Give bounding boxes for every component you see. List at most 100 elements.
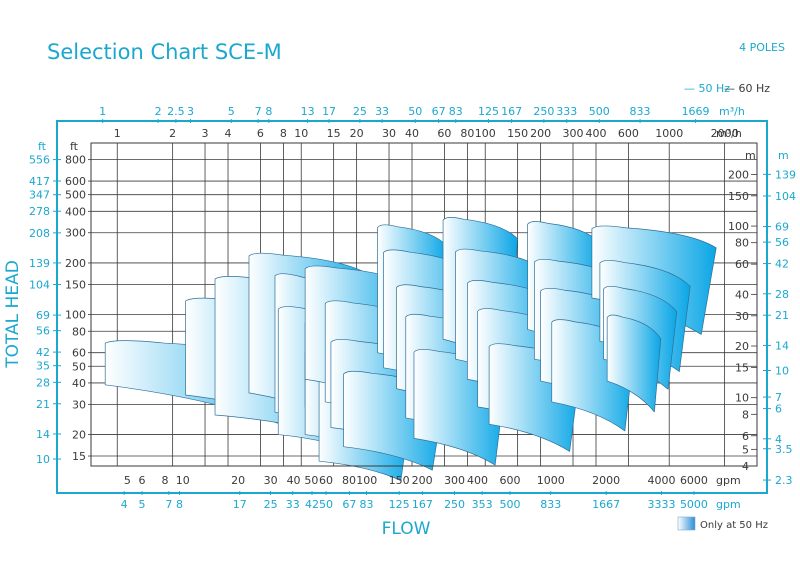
y-tick-label-left-50hz: 42 [36,346,50,359]
x-tick-label-bottom-gpm-50hz: 5000 [680,498,708,511]
unit-gpm-60hz: gpm [716,474,741,487]
x-tick-label-bottom-gpm-60hz: 2000 [592,474,620,487]
x-tick-label-bottom-gpm-60hz: 600 [499,474,520,487]
y-tick-label-right-50hz: 56 [775,236,789,249]
x-tick-label-bottom-gpm-60hz: 30 [264,474,278,487]
x-tick-label-bottom-gpm-60hz: 6000 [680,474,708,487]
x-tick-label-bottom-gpm-50hz: 3333 [648,498,676,511]
y-axis-title: TOTAL HEAD [3,260,23,369]
x-tick-label-top-50hz: 5 [228,105,235,118]
x-tick-label-bottom-gpm-50hz: 25 [264,498,278,511]
y-tick-label-left-50hz: 14 [36,428,50,441]
y-tick-label-left-60hz: 200 [65,257,86,270]
y-tick-label-left-60hz: 60 [72,347,86,360]
x-tick-label-top-50hz: 2 [155,105,162,118]
unit-m-60hz: m [745,149,756,162]
x-tick-label-bottom-gpm-50hz: 7 [165,498,172,511]
x-tick-label-bottom-gpm-50hz: 17 [233,498,247,511]
x-tick-label-bottom-gpm-60hz: 20 [231,474,245,487]
x-tick-label-bottom-gpm-60hz: 200 [412,474,433,487]
y-tick-label-left-60hz: 500 [65,189,86,202]
y-tick-label-left-50hz: 139 [29,257,50,270]
y-tick-label-left-60hz: 40 [72,377,86,390]
x-tick-label-top-50hz: 333 [556,105,577,118]
unit-ft-50hz: ft [38,140,47,153]
x-tick-label-bottom-gpm-50hz: 67 [342,498,356,511]
x-tick-label-top-60hz: 30 [382,127,396,140]
y-tick-label-right-50hz: 14 [775,339,789,352]
x-tick-label-bottom-gpm-60hz: 400 [467,474,488,487]
legend-50hz: — 50 Hz [684,82,730,95]
x-tick-label-top-50hz: 25 [353,105,367,118]
y-tick-label-right-50hz: 7 [775,391,782,404]
chart-title: Selection Chart SCE-M [47,40,282,64]
x-tick-label-top-60hz: 6 [257,127,264,140]
x-tick-label-top-50hz: 67 [432,105,446,118]
legend-swatch [677,516,696,531]
unit-m-50hz: m [778,149,789,162]
x-tick-label-bottom-gpm-60hz: 60 [319,474,333,487]
x-tick-label-top-50hz: 3 [187,105,194,118]
y-tick-label-right-50hz: 104 [775,190,796,203]
x-tick-label-bottom-gpm-60hz: 10 [176,474,190,487]
y-tick-label-left-50hz: 417 [29,175,50,188]
x-tick-label-top-50hz: 833 [630,105,651,118]
y-tick-label-left-50hz: 69 [36,309,50,322]
y-tick-label-right-60hz: 10 [735,392,749,405]
y-tick-label-left-50hz: 556 [29,154,50,167]
x-tick-label-bottom-gpm-60hz: 150 [389,474,410,487]
x-tick-label-bottom-gpm-60hz: 80 [342,474,356,487]
y-tick-label-left-50hz: 10 [36,453,50,466]
y-tick-label-right-50hz: 42 [775,258,789,271]
x-tick-label-top-60hz: 300 [563,127,584,140]
y-tick-label-right-60hz: 60 [735,258,749,271]
y-tick-label-right-60hz: 4 [742,460,749,473]
y-tick-label-right-60hz: 30 [735,310,749,323]
y-tick-label-right-50hz: 10 [775,365,789,378]
x-tick-label-top-50hz: 8 [265,105,272,118]
x-axis-bottom-gpm-50hz: 4 5 7 8 17 25 33 42 50 67 83 125 167 250 353 500 833 1667… [121,491,708,511]
curve-series [104,217,717,482]
x-tick-label-bottom-gpm-60hz: 6 [138,474,145,487]
x-tick-label-top-50hz: 33 [375,105,389,118]
y-axis-right-m-60hz: 200 150 100 80 60 40 30 20 15 10 8 65 4 [728,168,749,473]
x-axis-top-50hz: 1 2 2.5 3 5 7 8 13 17 25 33 50 67 83 125 167 250 333 500 83… [99,105,710,123]
y-tick-label-right-60hz: 15 [735,361,749,374]
y-tick-label-left-60hz: 100 [65,309,86,322]
y-tick-label-right-50hz: 2.3 [775,474,793,487]
unit-m3h-60hz: m³/h [716,127,742,140]
x-tick-label-bottom-gpm-50hz: 4 [121,498,128,511]
x-tick-label-top-60hz: 2000 [711,127,739,140]
y-axis-right-m-50hz: 139 104 69 56 42 28 21 14 10 76 43.5 2.3 [763,168,796,487]
plot-area-border [90,142,758,467]
y-tick-label-right-50hz: 69 [775,221,789,234]
x-tick-label-top-60hz: 2 [169,127,176,140]
x-tick-label-top-60hz: 60 [437,127,451,140]
y-tick-label-left-50hz: 28 [36,376,50,389]
chart-frame [56,120,768,494]
y-tick-label-right-50hz: 21 [775,309,789,322]
y-tick-label-right-60hz: 40 [735,288,749,301]
x-tick-label-top-60hz: 8 [280,127,287,140]
x-tick-label-top-60hz: 1 [114,127,121,140]
pump-curve-31 [606,314,662,413]
x-tick-label-bottom-gpm-60hz: 40 [287,474,301,487]
x-tick-label-bottom-gpm-60hz: 5 [124,474,131,487]
y-tick-label-left-60hz: 800 [65,154,86,167]
y-tick-label-right-60hz: 100 [728,220,749,233]
x-tick-label-top-50hz: 50 [408,105,422,118]
y-tick-label-right-60hz: 5 [742,443,749,456]
x-tick-label-top-50hz: 125 [478,105,499,118]
x-tick-label-bottom-gpm-50hz: 353 [472,498,493,511]
y-tick-label-left-60hz: 400 [65,205,86,218]
x-tick-label-top-60hz: 10 [294,127,308,140]
x-tick-label-bottom-gpm-50hz: 8 [176,498,183,511]
y-tick-label-left-60hz: 20 [72,429,86,442]
x-tick-label-bottom-gpm-50hz: 83 [359,498,373,511]
poles-label: 4 POLES [739,41,785,54]
x-tick-label-top-60hz: 150 [507,127,528,140]
x-tick-label-top-50hz: 1669 [682,105,710,118]
x-tick-label-top-50hz: 13 [301,105,315,118]
x-tick-label-top-60hz: 80 [460,127,474,140]
